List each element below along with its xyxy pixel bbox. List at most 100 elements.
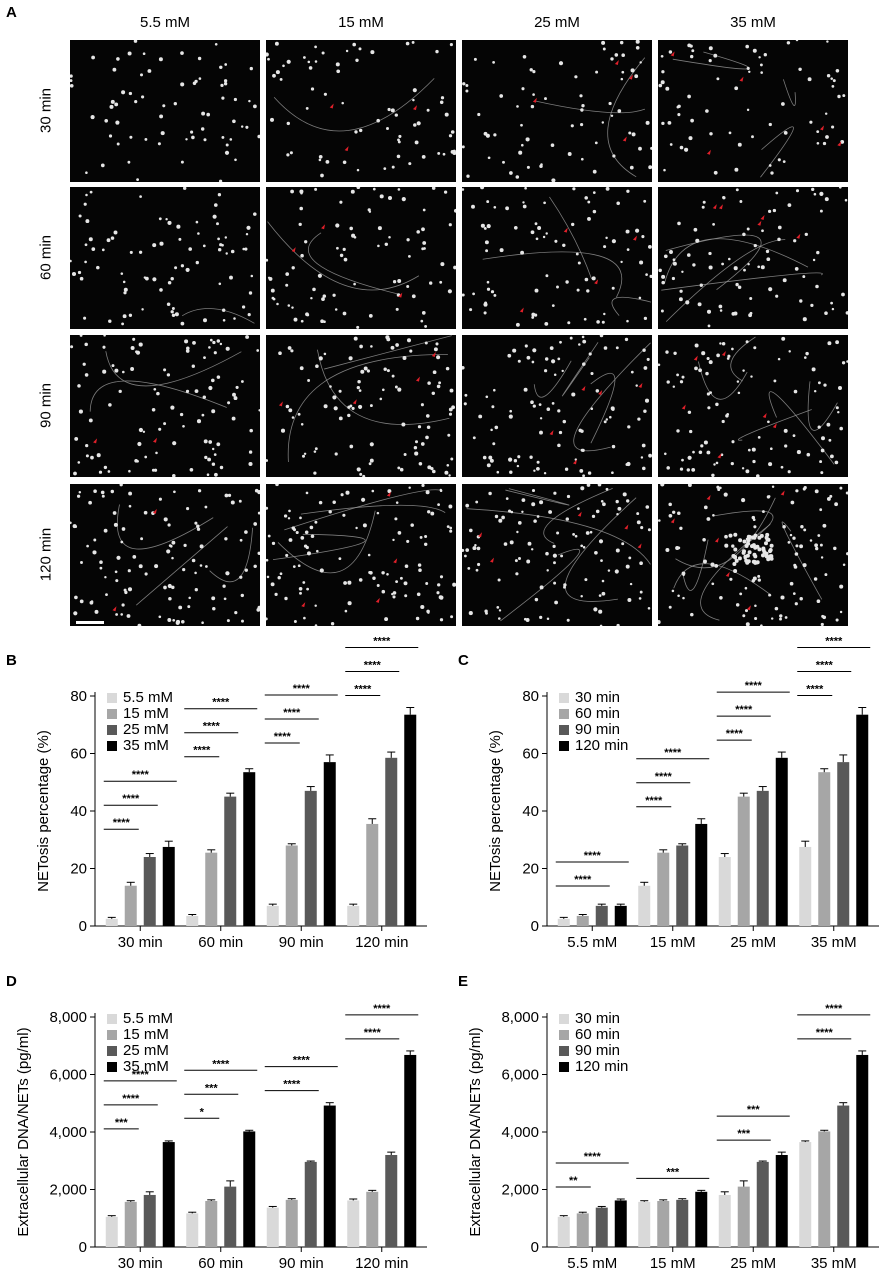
- cell-nucleus: [807, 77, 812, 82]
- bar: [162, 846, 175, 926]
- cell-nucleus: [768, 209, 772, 213]
- cell-nucleus: [310, 296, 313, 300]
- cell-nucleus: [266, 575, 270, 579]
- cell-nucleus: [115, 613, 118, 616]
- cell-nucleus: [569, 336, 573, 340]
- x-tick-label: 15 mM: [650, 1255, 696, 1272]
- cell-nucleus: [369, 458, 374, 463]
- cell-nucleus: [104, 575, 107, 579]
- cell-nucleus: [248, 450, 253, 454]
- cell-nucleus: [616, 623, 620, 626]
- cell-nucleus: [603, 420, 607, 424]
- cell-nucleus: [724, 534, 728, 539]
- cell-cluster: [752, 552, 757, 557]
- cell-nucleus: [580, 429, 584, 433]
- cell-nucleus: [631, 132, 636, 137]
- cell-nucleus: [552, 544, 556, 549]
- cell-nucleus: [539, 164, 543, 168]
- cell-nucleus: [307, 60, 311, 64]
- cell-nucleus: [815, 546, 819, 551]
- cell-nucleus: [388, 236, 391, 239]
- cell-nucleus: [820, 556, 824, 559]
- cell-nucleus: [422, 208, 426, 212]
- cell-nucleus: [532, 70, 536, 74]
- cell-nucleus: [477, 562, 481, 567]
- cell-nucleus: [397, 140, 401, 144]
- cell-nucleus: [707, 406, 711, 410]
- significance-label: ****: [806, 684, 824, 696]
- cell-nucleus: [124, 590, 128, 595]
- cell-nucleus: [173, 102, 177, 106]
- cell-nucleus: [247, 313, 251, 317]
- arrowhead-marker: [386, 491, 391, 497]
- cell-nucleus: [831, 125, 835, 129]
- x-tick-label: 90 min: [279, 1255, 324, 1272]
- cell-nucleus: [687, 94, 691, 99]
- cell-nucleus: [682, 596, 685, 600]
- cell-nucleus: [413, 123, 417, 127]
- panel-c-label: C: [458, 652, 469, 669]
- cell-nucleus: [521, 510, 524, 514]
- cell-nucleus: [353, 282, 356, 286]
- arrowhead-marker: [819, 125, 824, 131]
- cell-nucleus: [614, 569, 619, 574]
- cell-nucleus: [768, 122, 772, 127]
- cell-nucleus: [425, 435, 429, 440]
- cell-nucleus: [592, 169, 597, 174]
- row-label-30-min: 30 min: [37, 87, 55, 134]
- cell-nucleus: [609, 415, 612, 419]
- cell-nucleus: [372, 576, 376, 581]
- cell-nucleus: [320, 173, 324, 178]
- x-tick-label: 25 mM: [730, 1255, 776, 1272]
- cell-nucleus: [286, 59, 291, 64]
- cell-cluster: [761, 546, 766, 551]
- cell-nucleus: [745, 622, 750, 626]
- cell-nucleus: [425, 582, 429, 585]
- cell-nucleus: [420, 319, 424, 323]
- x-tick-label: 60 min: [198, 1255, 243, 1272]
- cell-nucleus: [665, 548, 670, 552]
- cell-nucleus: [816, 250, 820, 255]
- cell-nucleus: [673, 351, 677, 356]
- cell-nucleus: [186, 507, 190, 511]
- cell-nucleus: [766, 495, 771, 499]
- cell-nucleus: [216, 339, 221, 343]
- cell-nucleus: [581, 104, 585, 108]
- cell-nucleus: [210, 378, 215, 383]
- cell-nucleus: [358, 578, 363, 582]
- cell-nucleus: [724, 543, 729, 548]
- cell-nucleus: [318, 154, 323, 159]
- cell-nucleus: [777, 225, 782, 230]
- cell-nucleus: [349, 226, 353, 231]
- cell-nucleus: [171, 556, 174, 560]
- cell-nucleus: [98, 470, 103, 474]
- cell-nucleus: [123, 291, 127, 295]
- cell-nucleus: [681, 270, 684, 274]
- cell-nucleus: [660, 54, 664, 58]
- cell-nucleus: [667, 121, 672, 125]
- cell-nucleus: [549, 346, 554, 350]
- cell-nucleus: [581, 335, 585, 339]
- cell-nucleus: [581, 448, 585, 453]
- cell-nucleus: [173, 490, 176, 494]
- legend-label: 90 min: [575, 1042, 620, 1059]
- net-strand: [267, 221, 420, 291]
- micrograph-image: [658, 484, 848, 626]
- cell-nucleus: [647, 607, 651, 610]
- cell-nucleus: [383, 167, 387, 170]
- y-tick-label: 20: [522, 861, 539, 878]
- cell-nucleus: [275, 70, 280, 75]
- cell-nucleus: [580, 544, 584, 548]
- cell-nucleus: [729, 577, 733, 581]
- cell-nucleus: [639, 590, 643, 594]
- arrowhead-marker: [412, 105, 417, 111]
- arrowhead-marker: [717, 453, 722, 459]
- cell-nucleus: [545, 232, 548, 235]
- cell-nucleus: [527, 541, 532, 546]
- cell-nucleus: [185, 138, 188, 141]
- cell-nucleus: [813, 577, 818, 581]
- cell-nucleus: [642, 348, 646, 352]
- cell-nucleus: [394, 385, 398, 389]
- cell-nucleus: [121, 603, 125, 607]
- cell-nucleus: [531, 488, 536, 493]
